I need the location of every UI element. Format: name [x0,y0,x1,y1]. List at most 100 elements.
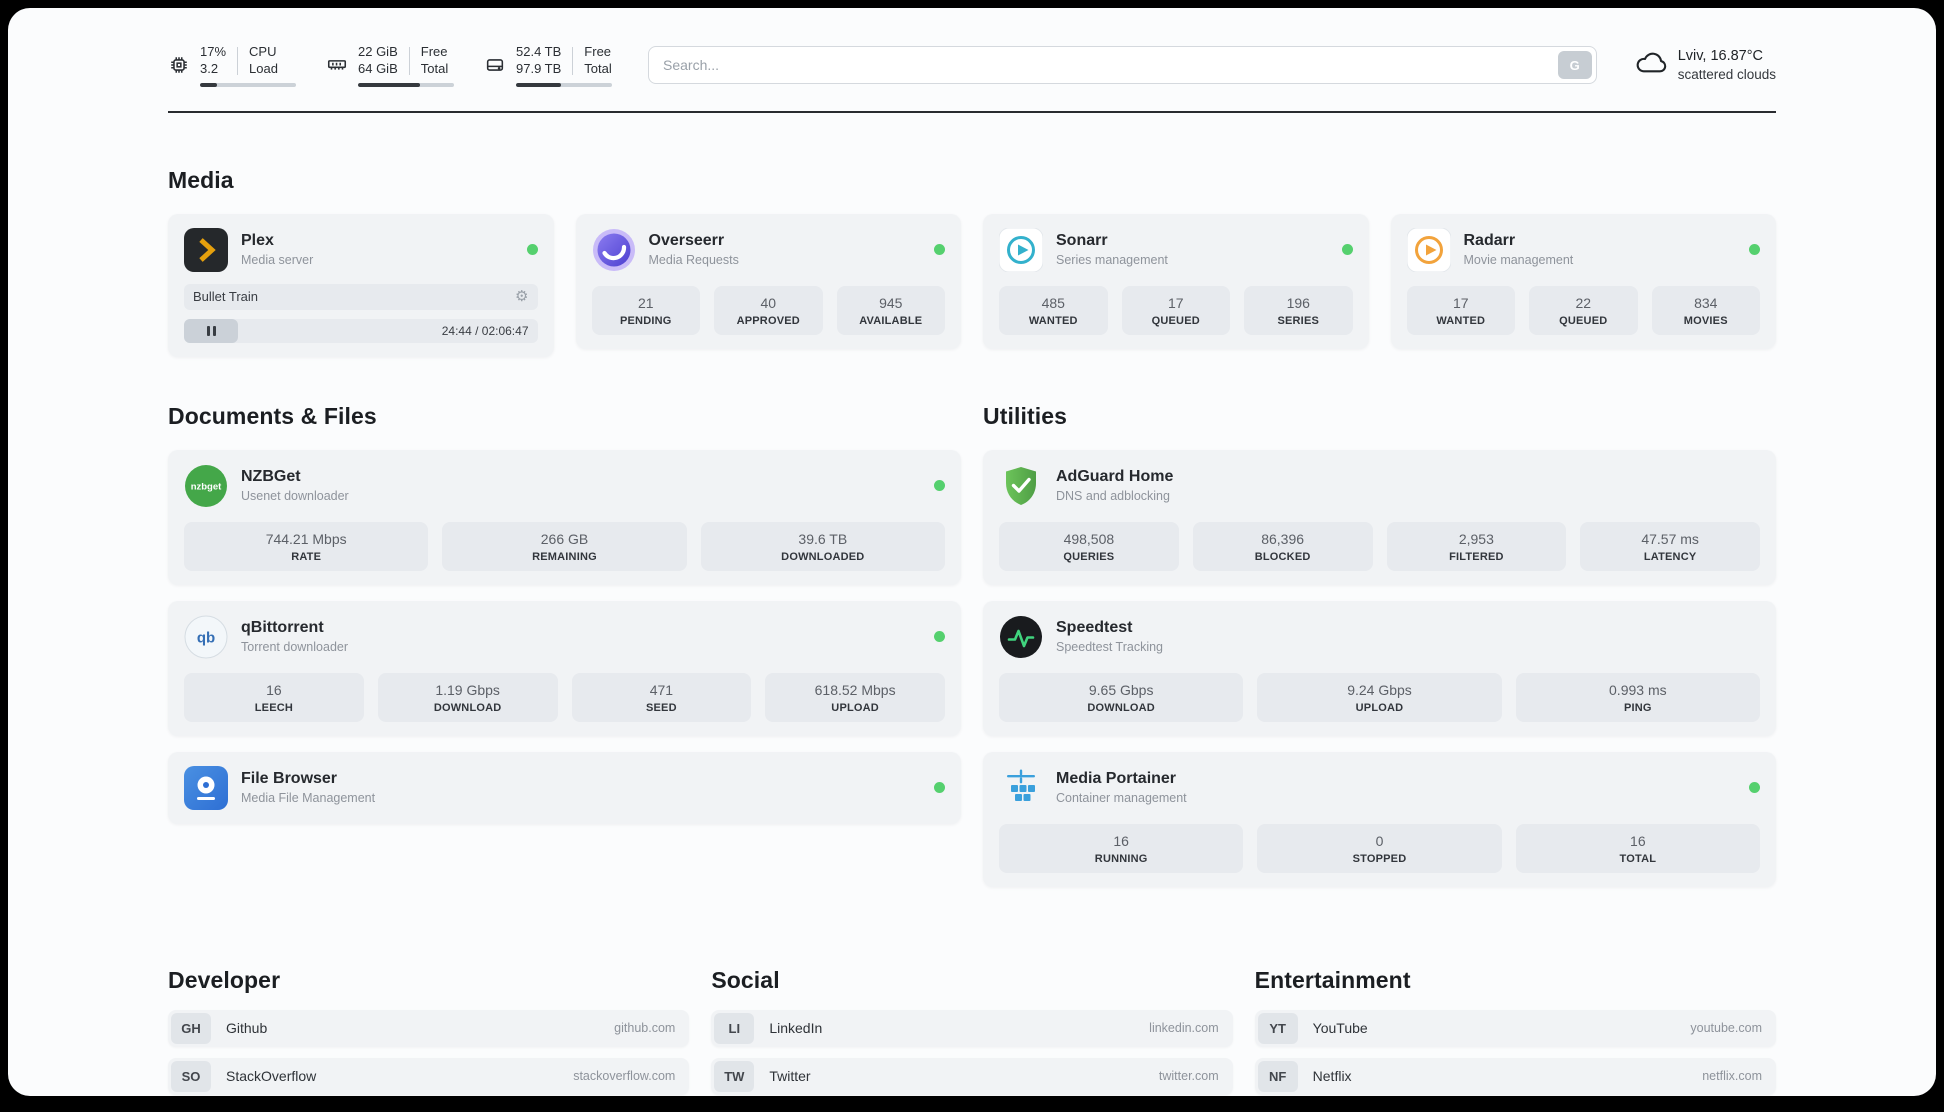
link-twitter[interactable]: TW Twitter twitter.com [711,1057,1233,1095]
cpu-label-2: Load [249,60,278,76]
player-progress: 24:44 / 02:06:47 [184,318,538,343]
plex-card[interactable]: Plex Media server Bullet Train ⚙ [168,213,554,357]
link-badge: SO [171,1060,211,1092]
stat-box: 2,953 FILTERED [1386,521,1567,571]
app-name: Radarr [1463,232,1516,250]
svg-text:nzbget: nzbget [191,481,222,492]
link-linkedin[interactable]: LI LinkedIn linkedin.com [711,1009,1233,1047]
stat-box: 86,396 BLOCKED [1192,521,1373,571]
link-badge: NF [1257,1060,1298,1092]
svg-text:qb: qb [197,629,215,646]
disk-free: 52.4 TB [516,44,562,59]
app-name: Speedtest [1056,619,1133,637]
stat-box: 9.24 Gbps UPLOAD [1257,672,1502,722]
pause-button[interactable] [184,318,238,343]
stat-box: 196 SERIES [1244,285,1353,335]
app-name: AdGuard Home [1056,468,1174,486]
link-url: stackoverflow.com [573,1069,676,1084]
stat-box: 0 STOPPED [1257,823,1502,873]
disk-usage-bar [516,82,612,87]
app-desc: Speedtest Tracking [1056,640,1164,655]
top-bar: 17% 3.2 CPU Load [168,8,1776,87]
app-desc: Media Requests [648,253,739,268]
stat-box: 17 QUEUED [1121,285,1230,335]
app-desc: Container management [1056,791,1187,806]
stat-box: 47.57 ms LATENCY [1580,521,1760,571]
stat-box: 40 APPROVED [714,285,823,335]
radarr-card[interactable]: Radarr Movie management 17 WANTED 22 QUE… [1390,213,1776,349]
link-url: youtube.com [1690,1021,1762,1036]
app-name: NZBGet [241,468,301,486]
app-name: Media Portainer [1056,770,1177,788]
section-title-social: Social [711,966,780,993]
link-name: StackOverflow [226,1068,317,1085]
disk-icon [484,54,506,76]
stat-box: 22 QUEUED [1529,285,1638,335]
link-url: github.com [614,1021,676,1036]
developer-links-column: Developer GH Github github.com SO StackO… [168,966,690,1096]
nzbget-card[interactable]: nzbget NZBGet Usenet downloader 744.21 M… [168,449,961,585]
link-name: Netflix [1312,1068,1352,1085]
link-name: Github [226,1020,268,1037]
filebrowser-card[interactable]: File Browser Media File Management [168,751,961,824]
stat-box: 834 MOVIES [1651,285,1760,335]
media-section: Media Plex Media server [168,167,1776,357]
memory-widget: 22 GiB 64 GiB Free Total [326,44,454,87]
memory-total: 64 GiB [358,60,398,76]
portainer-card[interactable]: Media Portainer Container management 16 … [983,751,1776,887]
speedtest-icon [999,615,1043,659]
adguard-icon [999,464,1043,508]
portainer-icon [999,766,1043,810]
link-stackoverflow[interactable]: SO StackOverflow stackoverflow.com [168,1057,690,1095]
adguard-card[interactable]: AdGuard Home DNS and adblocking 498,508 … [983,449,1776,585]
stat-box: 9.65 Gbps DOWNLOAD [999,672,1244,722]
stat-box: 618.52 Mbps UPLOAD [765,672,945,722]
status-dot [934,782,945,794]
cloud-icon [1633,49,1667,81]
cpu-usage-bar [200,82,296,87]
gear-icon[interactable]: ⚙ [515,288,529,306]
search-bar: G [648,46,1597,85]
link-url: linkedin.com [1149,1021,1219,1036]
link-youtube[interactable]: YT YouTube youtube.com [1254,1009,1776,1047]
overseerr-card[interactable]: Overseerr Media Requests 21 PENDING 40 A… [575,213,961,349]
utilities-column: Utilities [983,403,1776,903]
disk-label-2: Total [584,60,612,76]
section-title-entertainment: Entertainment [1254,966,1411,993]
app-desc: Media server [241,253,314,268]
sonarr-card[interactable]: Sonarr Series management 485 WANTED 17 Q… [983,213,1369,349]
app-name: Plex [241,232,274,250]
social-links-column: Social LI LinkedIn linkedin.com TW Twitt… [711,966,1233,1095]
stat-box: 17 WANTED [1406,285,1515,335]
pause-icon [212,325,216,336]
link-netflix[interactable]: NF Netflix netflix.com [1254,1057,1776,1095]
stat-box: 498,508 QUERIES [999,521,1179,571]
qbittorrent-card[interactable]: qb qBittorrent Torrent downloader 16 LEE… [168,600,961,736]
stat-box: 0.993 ms PING [1515,672,1760,722]
stat-box: 945 AVAILABLE [836,285,945,335]
stat-box: 1.19 Gbps DOWNLOAD [377,672,558,722]
pause-icon [206,325,210,336]
search-provider-button[interactable]: G [1557,51,1592,80]
section-title-developer: Developer [168,966,281,993]
speedtest-card[interactable]: Speedtest Speedtest Tracking 9.65 Gbps D… [983,600,1776,736]
link-url: netflix.com [1702,1069,1762,1084]
disk-label: Free [584,44,612,59]
filebrowser-icon [184,765,228,810]
link-github[interactable]: GH Github github.com [168,1009,690,1047]
app-name: Sonarr [1056,232,1108,250]
status-dot [934,631,945,643]
nzbget-icon: nzbget [184,464,228,508]
app-name: Overseerr [648,232,725,250]
overseerr-icon [592,228,636,272]
app-name: File Browser [241,770,338,788]
section-title-documents: Documents & Files [168,402,377,429]
divider [408,46,410,75]
memory-free: 22 GiB [358,44,398,59]
dashboard-panel: 17% 3.2 CPU Load [8,8,1936,1096]
stat-box: 21 PENDING [591,285,700,335]
weather-condition: scattered clouds [1677,67,1776,83]
link-badge: GH [171,1012,211,1044]
stat-box: 471 SEED [571,672,752,722]
search-input[interactable] [648,46,1597,85]
